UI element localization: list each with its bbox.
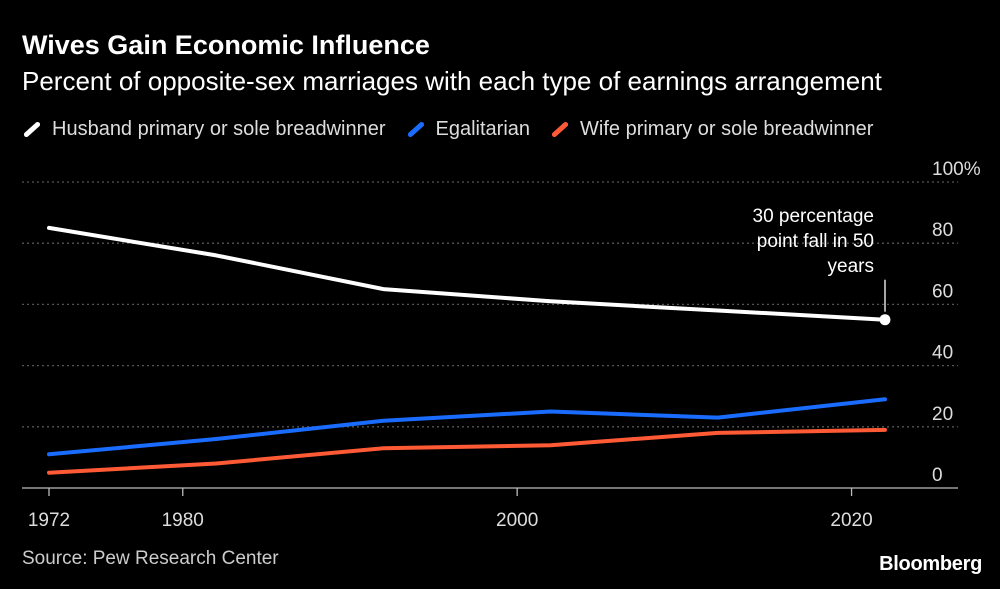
legend-label-wife: Wife primary or sole breadwinner xyxy=(580,118,874,140)
x-tick-label-1980: 1980 xyxy=(162,510,204,531)
y-tick-label-100: 100% xyxy=(932,159,981,180)
y-tick-label-0: 0 xyxy=(932,465,943,486)
legend-item-egalitarian: Egalitarian xyxy=(406,118,531,141)
x-tick-label-2020: 2020 xyxy=(830,510,872,531)
legend-label-husband: Husband primary or sole breadwinner xyxy=(52,118,386,140)
x-tick-label-2000: 2000 xyxy=(496,510,538,531)
annotation-text-line-2: point fall in 50 xyxy=(757,231,874,252)
x-tick-label-1972: 1972 xyxy=(28,510,70,531)
legend: Husband primary or sole breadwinner Egal… xyxy=(22,118,893,141)
annotation-marker xyxy=(879,314,891,326)
y-tick-label-80: 80 xyxy=(932,220,953,241)
y-tick-label-20: 20 xyxy=(932,404,953,425)
bloomberg-logo: Bloomberg xyxy=(879,553,982,575)
series-line-2 xyxy=(47,427,887,475)
chart-subtitle: Percent of opposite-sex marriages with e… xyxy=(22,66,882,96)
annotation-text-line-3: years xyxy=(828,256,874,277)
annotation-text-line-1: 30 percentage xyxy=(753,206,875,227)
chart-title: Wives Gain Economic Influence xyxy=(22,30,430,60)
legend-label-egalitarian: Egalitarian xyxy=(435,118,531,140)
series-line-0 xyxy=(47,225,887,322)
source-note: Source: Pew Research Center xyxy=(22,548,279,569)
series-line-1 xyxy=(47,397,887,457)
y-tick-label-40: 40 xyxy=(932,343,953,364)
legend-item-husband: Husband primary or sole breadwinner xyxy=(22,118,386,141)
y-tick-label-60: 60 xyxy=(932,281,953,302)
legend-item-wife: Wife primary or sole breadwinner xyxy=(550,118,873,141)
